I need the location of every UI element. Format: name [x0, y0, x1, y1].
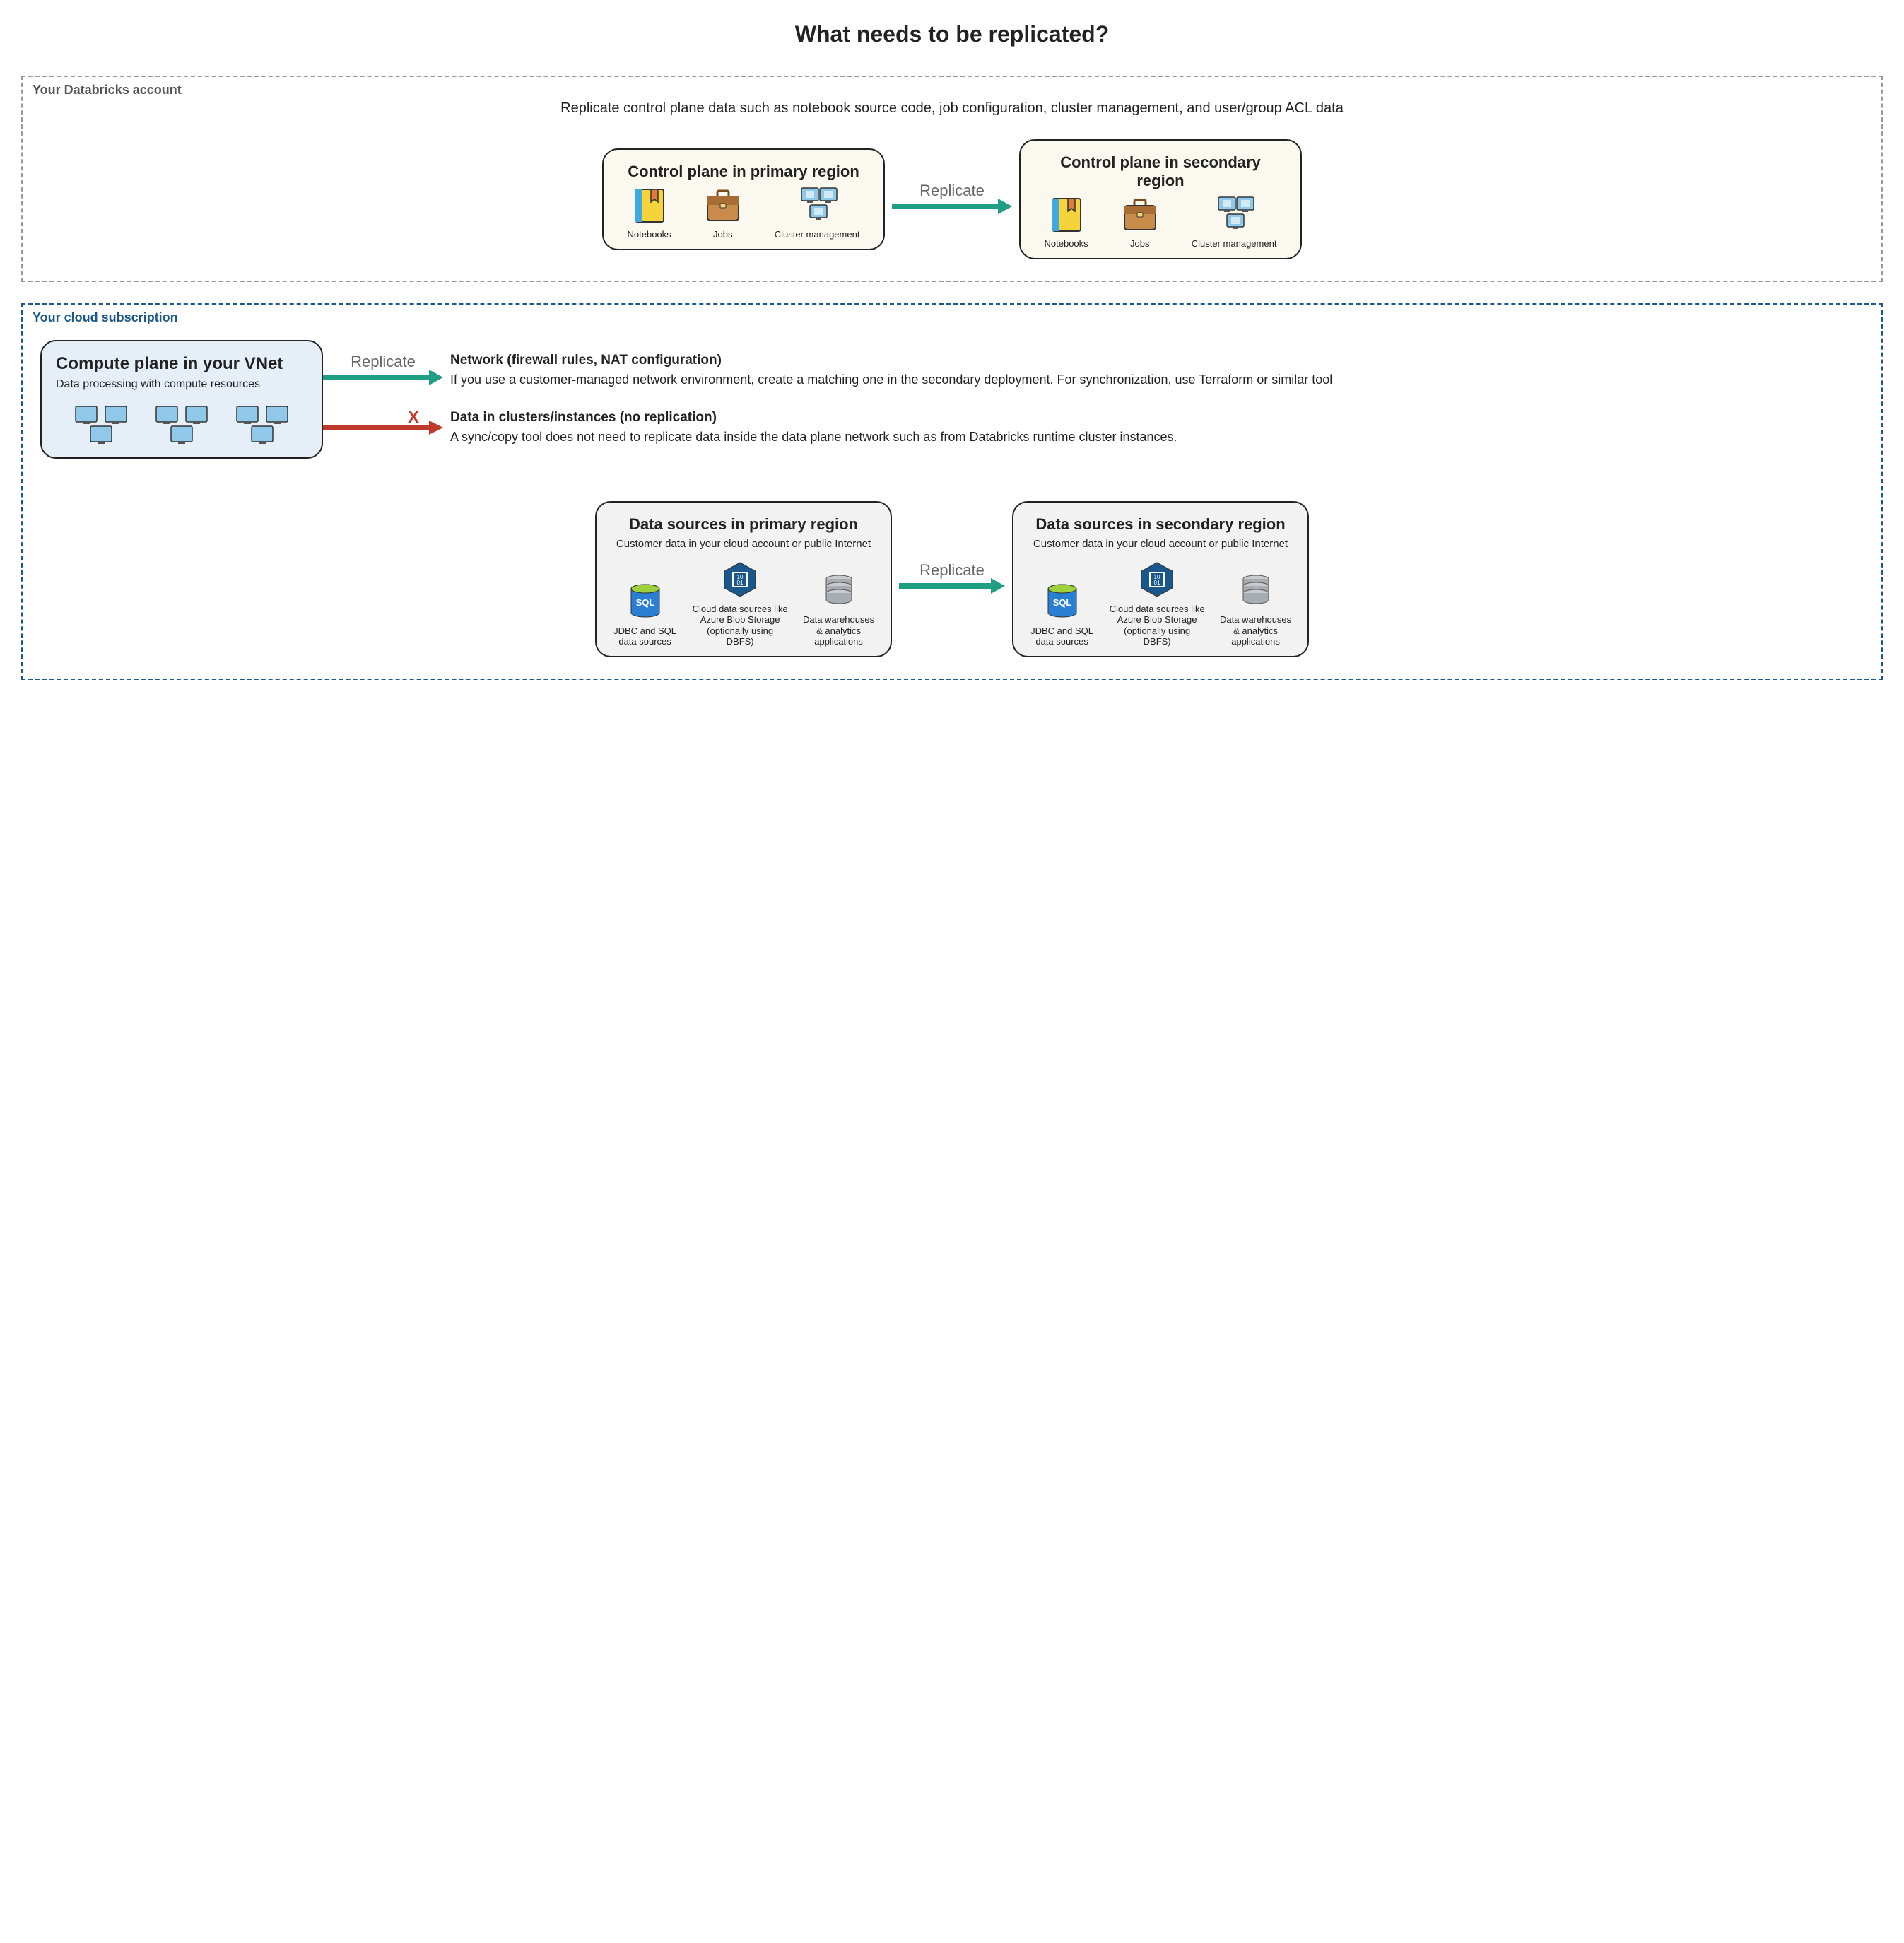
- sql-label: JDBC and SQL data sources: [1028, 626, 1096, 647]
- ds-secondary-icons: SQL JDBC and SQL data sources 10 01 Clou…: [1028, 560, 1293, 647]
- compute-plane-card: Compute plane in your VNet Data processi…: [40, 340, 323, 459]
- cluster-icon: [66, 404, 136, 449]
- cluster-icon: [227, 404, 298, 449]
- cp-secondary-icons: Notebooks Jobs: [1035, 194, 1286, 250]
- datasources-secondary-card: Data sources in secondary region Custome…: [1012, 501, 1309, 657]
- sql-item: SQL JDBC and SQL data sources: [611, 582, 679, 647]
- noreplicate-title: Data in clusters/instances (no replicati…: [450, 410, 1864, 425]
- blob-label: Cloud data sources like Azure Blob Stora…: [1109, 604, 1205, 647]
- compute-sub: Data processing with compute resources: [56, 378, 307, 391]
- blob-label: Cloud data sources like Azure Blob Stora…: [692, 604, 788, 647]
- blob-item: 10 01 Cloud data sources like Azure Blob…: [1109, 560, 1205, 647]
- briefcase-icon: [1120, 194, 1160, 234]
- sql-item: SQL JDBC and SQL data sources: [1028, 582, 1096, 647]
- jobs-label: Jobs: [1130, 238, 1149, 250]
- compute-title: Compute plane in your VNet: [56, 354, 307, 374]
- datasources-row: Data sources in primary region Customer …: [40, 501, 1864, 657]
- notebook-item: Notebooks: [1045, 194, 1088, 250]
- cluster-label: Cluster management: [1192, 238, 1277, 250]
- control-plane-primary-card: Control plane in primary region Notebook…: [602, 148, 885, 250]
- arrow-red-x-icon: X: [323, 410, 443, 438]
- ds-secondary-sub: Customer data in your cloud account or p…: [1028, 538, 1293, 550]
- db-stack-icon: [819, 570, 859, 610]
- jobs-item: Jobs: [703, 185, 743, 240]
- sql-icon: SQL: [625, 582, 665, 621]
- compute-area: Compute plane in your VNet Data processi…: [40, 340, 1864, 459]
- svg-text:01: 01: [737, 580, 744, 586]
- x-mark: X: [408, 410, 419, 427]
- sql-label: JDBC and SQL data sources: [611, 626, 679, 647]
- ds-primary-title: Data sources in primary region: [611, 515, 876, 534]
- datasources-primary-card: Data sources in primary region Customer …: [595, 501, 892, 657]
- arrow-green-icon: [892, 196, 1012, 217]
- sql-icon: SQL: [1042, 582, 1082, 621]
- cluster-icon: [1206, 194, 1262, 234]
- ds-primary-sub: Customer data in your cloud account or p…: [611, 538, 876, 550]
- jobs-label: Jobs: [713, 229, 732, 240]
- compute-row-1: Compute plane in your VNet Data processi…: [40, 340, 1864, 459]
- network-title: Network (firewall rules, NAT configurati…: [450, 353, 1864, 368]
- section-label-account: Your Databricks account: [33, 83, 182, 98]
- network-replicate-row: Replicate Network (firewall rules, NAT c…: [323, 353, 1864, 388]
- no-replicate-row: X Data in clusters/instances (no replica…: [323, 410, 1864, 445]
- cp-primary-title: Control plane in primary region: [618, 163, 869, 181]
- cluster-icon: [146, 404, 217, 449]
- network-textblock: Network (firewall rules, NAT configurati…: [443, 353, 1864, 388]
- svg-text:SQL: SQL: [1052, 597, 1071, 608]
- notebook-icon: [630, 185, 669, 225]
- db-stack-icon: [1236, 570, 1276, 610]
- notebook-label: Notebooks: [628, 229, 671, 240]
- section-databricks-account: Your Databricks account Replicate contro…: [21, 76, 1883, 282]
- svg-text:SQL: SQL: [635, 597, 654, 608]
- no-replicate-arrow: X: [323, 410, 443, 438]
- notebook-item: Notebooks: [628, 185, 671, 240]
- compute-clusters: [56, 404, 307, 449]
- replicate-arrow-cp: Replicate: [892, 182, 1012, 217]
- ds-primary-icons: SQL JDBC and SQL data sources 10 01 Clou…: [611, 560, 876, 647]
- warehouse-item: Data warehouses & analytics applications: [1218, 570, 1293, 647]
- control-plane-secondary-card: Control plane in secondary region Notebo…: [1019, 139, 1302, 259]
- control-plane-row: Control plane in primary region Notebook…: [40, 139, 1864, 259]
- ds-secondary-title: Data sources in secondary region: [1028, 515, 1293, 534]
- svg-text:01: 01: [1154, 580, 1160, 586]
- cp-secondary-title: Control plane in secondary region: [1035, 153, 1286, 190]
- cluster-item: Cluster management: [775, 185, 860, 240]
- briefcase-icon: [703, 185, 743, 225]
- noreplicate-textblock: Data in clusters/instances (no replicati…: [443, 410, 1864, 445]
- notebook-icon: [1047, 194, 1086, 234]
- cp-primary-icons: Notebooks Jobs: [618, 185, 869, 240]
- compute-arrows-column: Replicate Network (firewall rules, NAT c…: [323, 353, 1864, 445]
- noreplicate-body: A sync/copy tool does not need to replic…: [450, 428, 1864, 445]
- page-title: What needs to be replicated?: [21, 21, 1883, 47]
- replicate-arrow-ds: Replicate: [899, 561, 1005, 597]
- cluster-icon: [789, 185, 845, 225]
- cluster-label: Cluster management: [775, 229, 860, 240]
- section-cloud-subscription: Your cloud subscription Compute plane in…: [21, 303, 1883, 680]
- warehouse-label: Data warehouses & analytics applications: [1218, 614, 1293, 647]
- hex-blob-icon: 10 01: [1137, 560, 1177, 599]
- hex-blob-icon: 10 01: [720, 560, 760, 599]
- notebook-label: Notebooks: [1045, 238, 1088, 250]
- network-body: If you use a customer-managed network en…: [450, 371, 1864, 388]
- jobs-item: Jobs: [1120, 194, 1160, 250]
- section-label-subscription: Your cloud subscription: [33, 310, 178, 325]
- warehouse-item: Data warehouses & analytics applications: [801, 570, 876, 647]
- account-intro: Replicate control plane data such as not…: [223, 98, 1681, 118]
- blob-item: 10 01 Cloud data sources like Azure Blob…: [692, 560, 788, 647]
- warehouse-label: Data warehouses & analytics applications: [801, 614, 876, 647]
- replicate-arrow-network: Replicate: [323, 353, 443, 388]
- arrow-green-icon: [323, 367, 443, 388]
- cluster-item: Cluster management: [1192, 194, 1277, 250]
- arrow-green-icon: [899, 575, 1005, 597]
